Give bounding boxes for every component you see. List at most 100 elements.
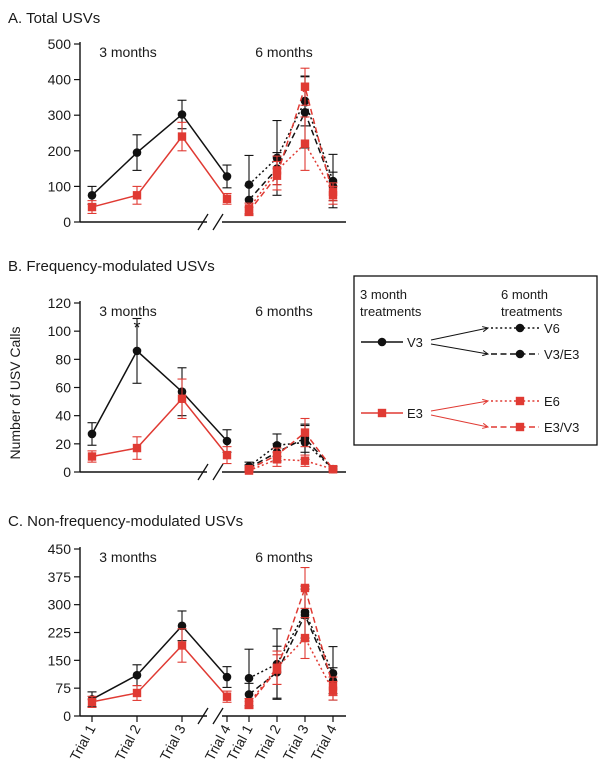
data-point <box>222 436 232 446</box>
y-tick-label: 300 <box>48 107 72 123</box>
data-point <box>87 452 97 461</box>
panel-c: C. Non-frequency-modulated USVs 0 75 150 225… <box>8 513 346 763</box>
series-e3 <box>87 121 232 215</box>
data-point <box>132 443 142 453</box>
legend-marker <box>515 323 525 333</box>
axis-break-mark <box>212 463 224 481</box>
significance-asterisk: * <box>133 318 140 338</box>
series-line <box>248 99 334 186</box>
data-point <box>328 464 338 474</box>
y-tick-label: 0 <box>63 214 71 230</box>
y-tick-label: 0 <box>63 464 71 480</box>
legend-marker <box>515 396 525 406</box>
x-tick-label: Trial 2 <box>251 722 283 764</box>
x-tick-label: Trial 3 <box>279 722 311 764</box>
series-e3-v3 <box>244 417 338 474</box>
series-v3 <box>87 99 232 205</box>
y-tick-label: 0 <box>63 708 71 724</box>
panel-title: C. Non-frequency-modulated USVs <box>8 513 243 530</box>
data-point <box>222 172 232 181</box>
data-point <box>300 428 310 437</box>
legend: 3 month treatments 6 month treatments V3 V6 V3… <box>353 275 598 446</box>
legend-arrowhead <box>482 422 490 429</box>
data-point <box>87 697 97 707</box>
axis-break-mark <box>197 707 209 725</box>
data-point <box>244 195 254 205</box>
data-point <box>177 132 187 141</box>
series-line <box>91 113 228 196</box>
data-point <box>328 682 338 691</box>
data-point <box>328 191 338 200</box>
y-tick-label: 60 <box>55 380 71 396</box>
data-point <box>222 194 232 204</box>
segment-label: 3 months <box>99 44 157 60</box>
y-axis-label: Number of USV Calls <box>7 326 23 459</box>
axis-break-mark <box>212 707 224 725</box>
legend-item-label: E3/V3 <box>544 420 579 435</box>
segment-label: 3 months <box>99 549 157 565</box>
series-v3-e3 <box>244 588 338 707</box>
y-tick-label: 450 <box>48 541 72 557</box>
series-line <box>91 349 228 442</box>
y-tick-label: 40 <box>55 408 71 424</box>
legend-arrow <box>430 400 489 412</box>
y-tick-label: 400 <box>48 72 72 88</box>
y-tick-label: 100 <box>48 323 72 339</box>
series-line <box>248 110 334 201</box>
data-point <box>244 690 254 699</box>
panel-b: B. Frequency-modulated USVs 0 20 40 60 80 100 1… <box>8 258 346 481</box>
data-point <box>87 191 97 200</box>
series-e3-v3 <box>244 67 338 217</box>
series-e3-v3 <box>244 567 338 710</box>
y-tick-label: 375 <box>48 569 72 585</box>
x-tick-label: Trial 1 <box>66 722 98 764</box>
legend-arrow <box>430 414 489 428</box>
data-point <box>272 450 282 460</box>
legend-marker <box>515 349 525 359</box>
panel-title: A. Total USVs <box>8 10 100 27</box>
segment-label: 6 months <box>255 549 313 565</box>
data-point <box>272 665 282 674</box>
series-line <box>91 644 228 703</box>
series-v6 <box>244 585 338 708</box>
y-tick-label: 500 <box>48 36 72 52</box>
segment-label: 6 months <box>255 303 313 319</box>
panel-a: A. Total USVs 0 100 200 300 400 500 3 months 6 m… <box>8 10 346 231</box>
legend-arrow <box>430 327 489 341</box>
y-tick-label: 75 <box>55 680 71 696</box>
legend-arrow <box>430 343 489 355</box>
series-line <box>248 610 334 679</box>
segment-label: 6 months <box>255 44 313 60</box>
data-point <box>300 633 310 643</box>
legend-group-label: V3 <box>407 335 423 350</box>
data-point <box>244 207 254 216</box>
legend-item-label: V6 <box>544 321 560 336</box>
y-tick-label: 300 <box>48 597 72 613</box>
legend-header-right: treatments <box>501 304 563 319</box>
y-tick-label: 225 <box>48 625 72 641</box>
series-line <box>91 135 228 208</box>
series-line <box>248 83 334 212</box>
series-v3-e3 <box>244 76 338 215</box>
data-point <box>272 171 282 180</box>
data-point <box>222 692 232 701</box>
axis-break-mark <box>212 213 224 231</box>
legend-marker <box>515 422 525 432</box>
data-point <box>87 429 97 439</box>
series-e3 <box>87 378 232 465</box>
legend-arrowhead <box>482 398 490 405</box>
series-line <box>248 636 334 704</box>
segment-label: 3 months <box>99 303 157 319</box>
legend-item-label: V3/E3 <box>544 347 579 362</box>
series-v3 <box>87 610 232 708</box>
legend-arrowhead <box>482 350 490 357</box>
data-point <box>300 82 310 91</box>
series-line <box>248 585 334 706</box>
series-v6 <box>244 75 338 215</box>
data-point <box>132 670 142 680</box>
data-point <box>177 110 187 119</box>
legend-box <box>353 275 598 446</box>
data-point <box>222 672 232 682</box>
data-point <box>87 202 97 212</box>
